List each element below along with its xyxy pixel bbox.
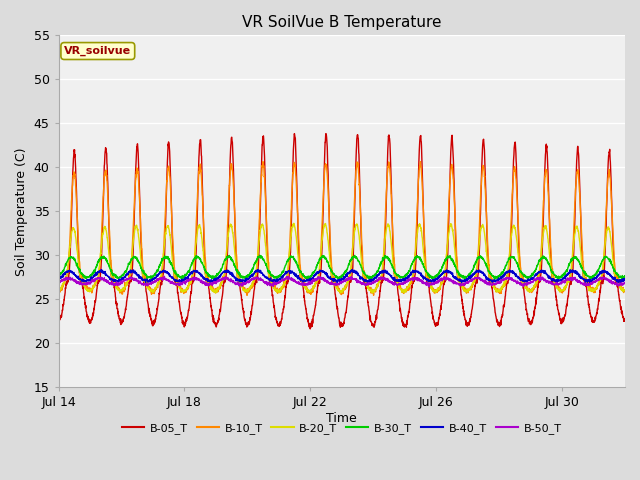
B-05_T: [55, 317, 63, 323]
Line: B-30_T: B-30_T: [59, 255, 625, 280]
B-50_T: [425, 284, 433, 289]
B-50_T: [161, 274, 168, 279]
B-05_T: [180, 320, 188, 326]
X-axis label: Time: Time: [326, 412, 357, 425]
B-05_T: [109, 278, 117, 284]
Y-axis label: Soil Temperature (C): Soil Temperature (C): [15, 147, 28, 276]
B-40_T: [333, 280, 341, 286]
B-50_T: [180, 279, 188, 285]
B-05_T: [621, 318, 629, 324]
Title: VR SoilVue B Temperature: VR SoilVue B Temperature: [242, 15, 442, 30]
B-30_T: [548, 270, 556, 276]
B-05_T: [144, 299, 152, 304]
Line: B-20_T: B-20_T: [59, 223, 625, 293]
B-20_T: [548, 274, 556, 280]
Text: VR_soilvue: VR_soilvue: [64, 46, 131, 56]
B-05_T: [548, 279, 556, 285]
B-40_T: [254, 267, 262, 273]
B-30_T: [55, 273, 63, 278]
B-10_T: [621, 287, 629, 293]
B-40_T: [144, 278, 152, 284]
Line: B-40_T: B-40_T: [59, 270, 625, 283]
B-30_T: [144, 274, 152, 279]
B-05_T: [322, 131, 330, 136]
B-30_T: [360, 269, 368, 275]
Line: B-05_T: B-05_T: [59, 133, 625, 329]
B-30_T: [256, 252, 264, 258]
B-20_T: [55, 287, 63, 292]
B-40_T: [109, 279, 117, 285]
B-20_T: [369, 290, 376, 296]
B-10_T: [260, 174, 268, 180]
B-05_T: [260, 145, 268, 151]
B-50_T: [55, 279, 63, 285]
B-40_T: [260, 273, 268, 279]
B-20_T: [621, 287, 629, 293]
B-05_T: [360, 277, 368, 283]
B-10_T: [548, 271, 556, 276]
B-10_T: [417, 159, 424, 165]
B-10_T: [180, 289, 188, 295]
B-10_T: [55, 288, 63, 293]
B-20_T: [109, 279, 117, 285]
B-20_T: [260, 228, 268, 234]
B-20_T: [180, 288, 188, 294]
B-20_T: [360, 276, 368, 282]
B-50_T: [144, 283, 152, 289]
B-30_T: [180, 274, 188, 280]
B-40_T: [360, 277, 368, 283]
B-20_T: [290, 220, 298, 226]
B-20_T: [144, 284, 152, 290]
Legend: B-05_T, B-10_T, B-20_T, B-30_T, B-40_T, B-50_T: B-05_T, B-10_T, B-20_T, B-30_T, B-40_T, …: [118, 419, 566, 438]
B-10_T: [144, 282, 152, 288]
B-10_T: [360, 273, 368, 278]
B-50_T: [621, 279, 629, 285]
B-50_T: [260, 279, 268, 285]
B-30_T: [147, 277, 155, 283]
Line: B-50_T: B-50_T: [59, 276, 625, 287]
B-40_T: [548, 276, 556, 282]
B-50_T: [360, 281, 368, 287]
B-30_T: [260, 258, 268, 264]
B-30_T: [109, 271, 117, 277]
B-10_T: [109, 276, 117, 282]
Line: B-10_T: B-10_T: [59, 162, 625, 295]
B-40_T: [55, 277, 63, 283]
B-50_T: [109, 281, 117, 287]
B-50_T: [548, 281, 556, 287]
B-40_T: [621, 277, 629, 283]
B-10_T: [243, 292, 251, 298]
B-05_T: [307, 326, 314, 332]
B-40_T: [180, 276, 188, 282]
B-30_T: [621, 273, 629, 278]
